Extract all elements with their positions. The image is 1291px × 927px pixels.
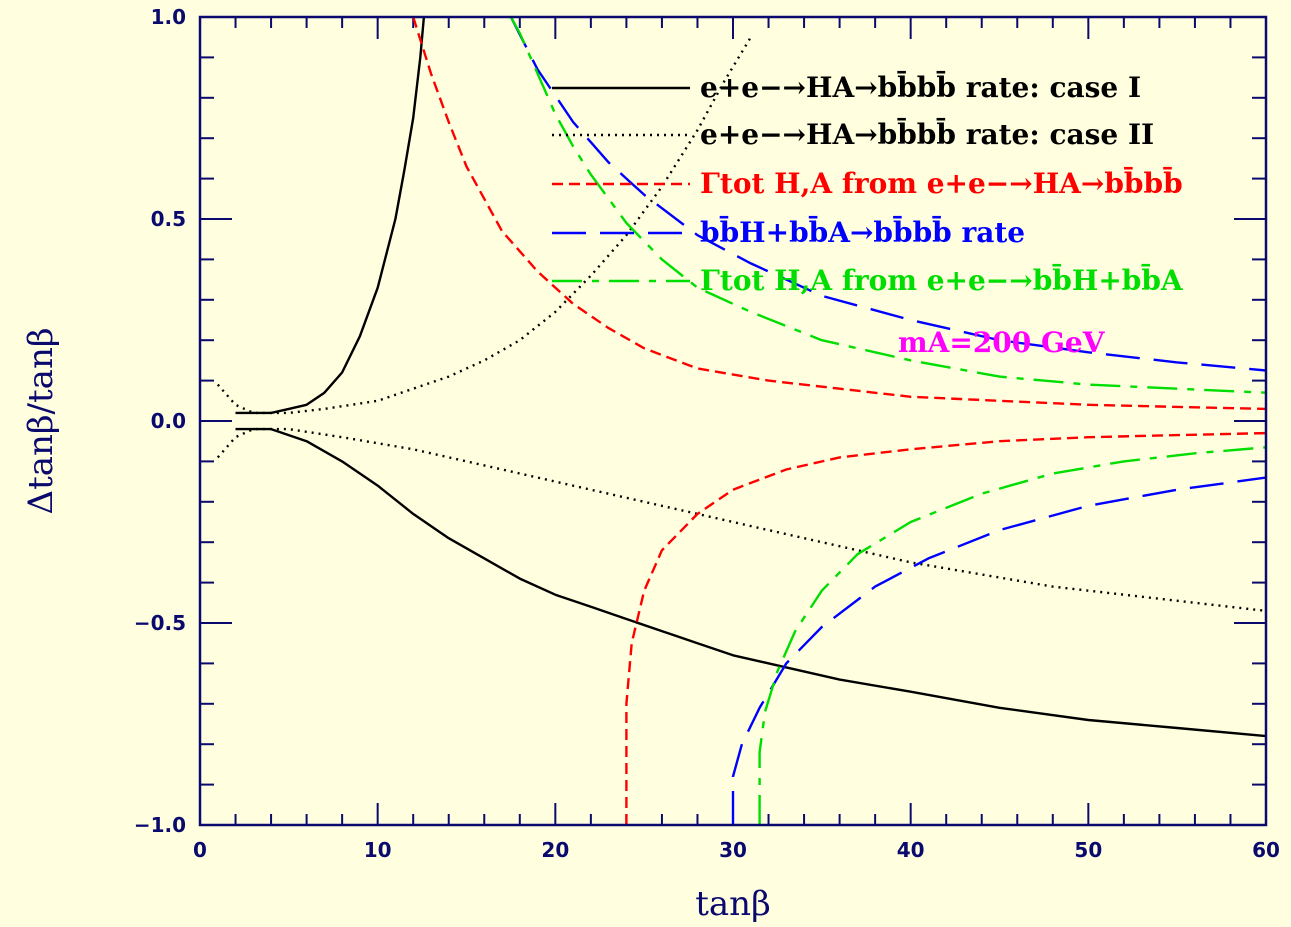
series-layer	[216, 17, 1266, 825]
legend-label: Γtot H,A from e+e−→bb̄H+bb̄A	[700, 263, 1184, 297]
x-tick-label: 0	[193, 838, 207, 862]
y-tick-label: 1.0	[151, 5, 186, 29]
series-3-upper-line	[509, 17, 1266, 372]
x-tick-label: 60	[1252, 838, 1280, 862]
x-tick-label: 20	[541, 838, 569, 862]
legend-label: Γtot H,A from e+e−→HA→bb̄bb̄	[700, 166, 1183, 200]
ticks-layer	[199, 16, 1267, 826]
legend-label: e+e−→HA→bb̄bb̄ rate: case II	[700, 117, 1154, 151]
y-axis-title: Δtanβ/tanβ	[21, 328, 61, 515]
x-axis-title: tanβ	[695, 884, 771, 924]
series-0-upper-line	[235, 17, 426, 415]
legend-label: bb̄H+bb̄A→bb̄bb̄ rate	[700, 215, 1025, 249]
series-4-lower-line	[758, 446, 1266, 825]
series-3-lower-line	[731, 476, 1266, 825]
mass-annotation: mA=200 GeV	[898, 326, 1106, 359]
y-tick-label: 0.5	[151, 207, 186, 231]
x-tick-label: 50	[1074, 838, 1102, 862]
legend: e+e−→HA→bb̄bb̄ rate: case I e+e−→HA→bb̄bb…	[552, 70, 1184, 297]
series-1-lower-line	[216, 427, 1266, 613]
y-tick-label: 0.0	[151, 409, 186, 433]
x-tick-label: 10	[364, 838, 392, 862]
y-tick-label: −1.0	[134, 813, 186, 837]
series-1-upper-line	[216, 36, 752, 415]
plot-frame	[198, 15, 1268, 827]
x-tick-label: 40	[897, 838, 925, 862]
series-2-lower-line	[625, 431, 1266, 825]
y-tick-label: −0.5	[134, 611, 186, 635]
series-4-upper-line	[509, 17, 1266, 394]
series-0-lower-line	[235, 427, 1266, 738]
legend-label: e+e−→HA→bb̄bb̄ rate: case I	[700, 70, 1141, 104]
x-tick-label: 30	[719, 838, 747, 862]
series-2-upper-line	[412, 17, 1266, 411]
labels-layer: 0 10 20 30 40 50 60 −1.0 −0.5 0.0 0.5 1.0	[134, 5, 1280, 862]
